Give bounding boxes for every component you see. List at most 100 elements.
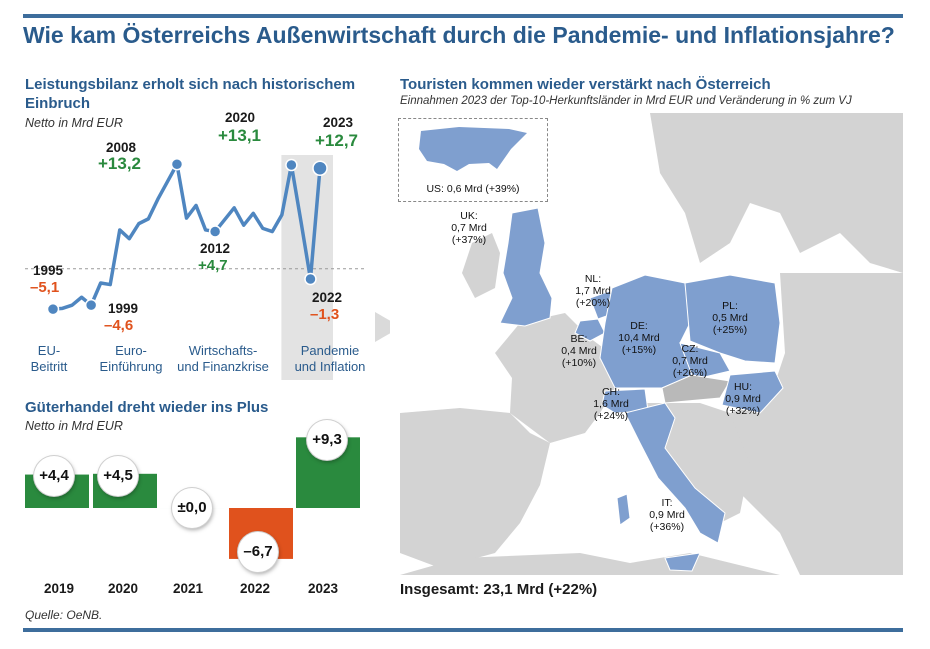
label-year-1995: 1995 (33, 263, 64, 278)
map-hu (721, 370, 784, 414)
label-value-2008: +13,2 (98, 154, 142, 173)
era-euro-introduction: Euro- Einführung (97, 343, 165, 375)
pl-label-change: (+25%) (712, 324, 748, 336)
point-2022 (304, 272, 317, 286)
hu-label-change: (+32%) (725, 405, 761, 417)
it-label-code: IT: (661, 497, 673, 509)
uk-label-change: (+37%) (451, 234, 487, 246)
point-1999 (84, 298, 98, 312)
label-year-2022: 2022 (312, 290, 343, 305)
label-year-1999: 1999 (108, 301, 139, 316)
bar-year-2022: 2022 (240, 581, 271, 596)
point-2020 (285, 158, 298, 172)
be-label-change: (+10%) (561, 357, 597, 369)
bar-year-2020: 2020 (108, 581, 139, 596)
france-shape (495, 313, 615, 443)
pl-label-value: 0,5 Mrd (712, 312, 748, 324)
bar-year-2019: 2019 (44, 581, 75, 596)
bar-label-2023: +9,3 (307, 420, 347, 460)
us-map-icon (419, 127, 527, 171)
bar-label-2019: +4,4 (34, 456, 74, 496)
pl-label: PL: 0,5 Mrd (+25%) (705, 300, 755, 336)
it-label-change: (+36%) (649, 521, 685, 533)
map-austria (661, 374, 731, 404)
era-pandemic-inflation-text: Pandemie und Inflation (294, 343, 366, 374)
be-label: BE: 0,4 Mrd (+10%) (554, 333, 604, 369)
source-note: Quelle: OeNB. (25, 608, 103, 622)
map-be (574, 318, 606, 342)
bar-label-2021: ±0,0 (172, 488, 212, 528)
nl-label-value: 1,7 Mrd (575, 285, 611, 297)
ireland-shape (462, 233, 500, 298)
map-it (624, 402, 726, 544)
ch-label-value: 1,6 Mrd (593, 398, 629, 410)
point-1995 (46, 302, 60, 316)
de-label-change: (+15%) (621, 344, 657, 356)
ch-label-code: CH: (601, 386, 621, 398)
bar-year-2021: 2021 (173, 581, 204, 596)
label-value-2012: +4,7 (198, 257, 228, 274)
hu-label: HU: 0,9 Mrd (+32%) (718, 381, 768, 417)
bar-label-2020: +4,5 (98, 456, 138, 496)
cz-label-value: 0,7 Mrd (672, 355, 708, 367)
tourism-title: Touristen kommen wieder verstärkt nach Ö… (400, 76, 771, 93)
bottom-rule (23, 628, 903, 632)
east-europe-shape (700, 273, 903, 575)
de-label-value: 10,4 Mrd (618, 332, 660, 344)
map-pl (684, 274, 781, 364)
point-2023 (312, 160, 328, 176)
cz-label-change: (+26%) (672, 367, 708, 379)
map-uk (499, 207, 553, 327)
label-value-2023: +12,7 (315, 131, 359, 150)
current-account-chart (25, 155, 390, 380)
cz-label-code: CZ: (681, 343, 699, 355)
current-account-title: Leistungsbilanz erholt sich nach histori… (25, 76, 356, 112)
label-value-1999: –4,6 (104, 317, 134, 334)
uk-label-value: 0,7 Mrd (451, 222, 487, 234)
bar-year-2023: 2023 (308, 581, 339, 596)
current-account-line (52, 162, 322, 311)
era-eu-accession: EU- Beitritt (17, 343, 81, 375)
era-eu-accession-text: EU- Beitritt (30, 343, 68, 374)
pandemic-arrow (375, 312, 390, 342)
pl-label-code: PL: (722, 300, 738, 312)
hu-label-code: HU: (733, 381, 753, 393)
goods-trade-subtitle: Netto in Mrd EUR (25, 419, 123, 433)
label-year-2012: 2012 (200, 241, 231, 256)
tourism-subtitle: Einnahmen 2023 der Top-10-Herkunftslände… (400, 95, 852, 107)
uk-label: UK: 0,7 Mrd (+37%) (444, 210, 494, 246)
map-sardinia (616, 493, 631, 526)
de-label: DE: 10,4 Mrd (+15%) (613, 320, 665, 356)
era-financial-crisis-text: Wirtschafts- und Finanzkrise (177, 343, 269, 374)
it-label: IT: 0,9 Mrd (+36%) (642, 497, 692, 533)
hu-label-value: 0,9 Mrd (725, 393, 761, 405)
label-value-1995: –5,1 (30, 279, 60, 296)
be-label-value: 0,4 Mrd (561, 345, 597, 357)
point-2012 (208, 225, 222, 238)
point-2008 (170, 158, 184, 171)
nl-label-code: NL: (584, 273, 602, 285)
goods-trade-title: Güterhandel dreht wieder ins Plus (25, 399, 269, 416)
iberia-shape (400, 408, 550, 568)
map-sicily (664, 552, 701, 572)
us-inset: US: 0,6 Mrd (+39%) (398, 118, 548, 202)
page-headline: Wie kam Österreichs Außenwirtschaft durc… (23, 22, 895, 48)
nl-label: NL: 1,7 Mrd (+20%) (568, 273, 618, 309)
label-value-2022: –1,3 (310, 306, 340, 323)
era-pandemic-inflation: Pandemie und Inflation (286, 343, 374, 375)
nl-label-change: (+20%) (575, 297, 611, 309)
goods-trade-axis-labels: 2019 2020 2021 2022 2023 (0, 581, 390, 599)
scandinavia-shape (650, 113, 903, 273)
label-value-2020: +13,1 (218, 126, 262, 145)
ch-label: CH: 1,6 Mrd (+24%) (586, 386, 636, 422)
uk-label-code: UK: (460, 210, 478, 222)
label-year-2008: 2008 (106, 140, 137, 155)
cz-label: CZ: 0,7 Mrd (+26%) (665, 343, 715, 379)
current-account-subtitle: Netto in Mrd EUR (25, 116, 123, 130)
top-rule (23, 14, 903, 18)
ch-label-change: (+24%) (593, 410, 629, 422)
bar-label-2022: –6,7 (238, 532, 278, 572)
label-year-2023: 2023 (323, 115, 354, 130)
label-year-2020: 2020 (225, 110, 256, 125)
us-label: US: 0,6 Mrd (+39%) (426, 183, 520, 195)
